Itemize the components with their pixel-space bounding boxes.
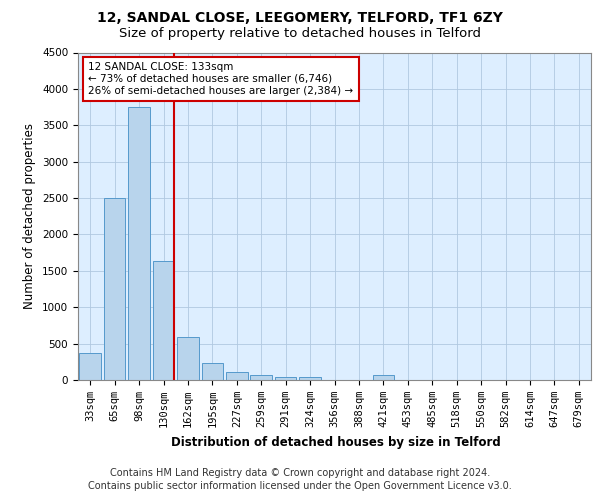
Bar [250,376,272,380]
Text: Size of property relative to detached houses in Telford: Size of property relative to detached ho… [119,28,481,40]
Bar [128,107,150,380]
Text: 12, SANDAL CLOSE, LEEGOMERY, TELFORD, TF1 6ZY: 12, SANDAL CLOSE, LEEGOMERY, TELFORD, TF… [97,11,503,25]
Text: 12 SANDAL CLOSE: 133sqm
← 73% of detached houses are smaller (6,746)
26% of semi: 12 SANDAL CLOSE: 133sqm ← 73% of detache… [88,62,353,96]
Bar [177,337,199,380]
Bar [104,198,125,380]
Text: Distribution of detached houses by size in Telford: Distribution of detached houses by size … [171,436,501,449]
Bar [275,377,296,380]
Bar [79,353,101,380]
Bar [153,260,174,380]
Bar [373,376,394,380]
Text: Contains public sector information licensed under the Open Government Licence v3: Contains public sector information licen… [88,481,512,491]
Bar [226,372,248,380]
Y-axis label: Number of detached properties: Number of detached properties [23,123,37,309]
Text: Contains HM Land Registry data © Crown copyright and database right 2024.: Contains HM Land Registry data © Crown c… [110,468,490,477]
Bar [202,364,223,380]
Bar [299,377,321,380]
